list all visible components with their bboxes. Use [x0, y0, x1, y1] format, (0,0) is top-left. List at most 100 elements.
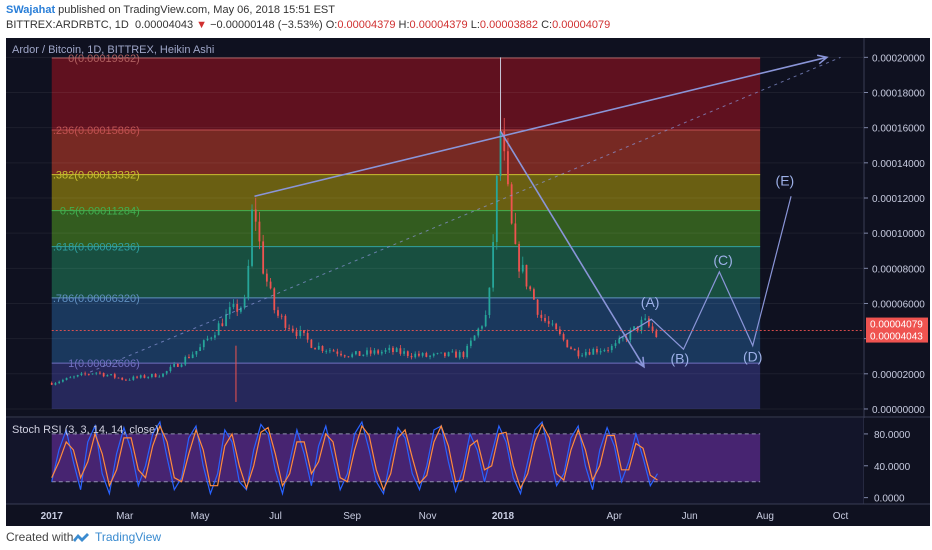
candle-body	[269, 281, 272, 289]
candle-body	[633, 326, 635, 330]
candle-body	[418, 353, 420, 356]
candle-body	[462, 352, 465, 358]
candle-body	[399, 348, 402, 354]
candle-body	[573, 348, 576, 351]
candle-body	[106, 375, 109, 377]
candle-body	[284, 315, 287, 328]
candle-body	[495, 175, 498, 243]
candle-body	[599, 351, 602, 353]
tradingview-brand-link[interactable]: TradingView	[95, 530, 162, 544]
candle-body	[362, 354, 365, 356]
wave-label: (B)	[670, 350, 689, 366]
price-tick-label: 0.00006000	[872, 299, 925, 310]
footer: Created with TradingView	[0, 526, 932, 550]
price-tick-label: 0.00014000	[872, 159, 925, 170]
stoch-rsi-pane[interactable]: 80.0000 40.0000 0.0000	[51, 418, 930, 505]
candle-body	[191, 354, 194, 359]
tradingview-logo-icon[interactable]	[72, 531, 90, 543]
candle-body	[644, 318, 647, 320]
price-tick-label: 0.00000000	[872, 405, 925, 416]
candle-body	[366, 350, 368, 355]
candle-body	[607, 350, 609, 351]
time-tick-label: Oct	[833, 511, 849, 522]
candle-body	[421, 353, 424, 356]
trend-line	[254, 56, 828, 198]
fib-zone	[51, 174, 761, 211]
candle-body	[529, 286, 532, 290]
candle-body	[655, 331, 658, 337]
candle-body	[295, 331, 298, 336]
candle-body	[199, 347, 202, 351]
candle-body	[162, 373, 164, 377]
candle-body	[306, 332, 309, 340]
candle-body	[492, 242, 495, 288]
candle-body	[622, 337, 624, 339]
candle-body	[481, 326, 483, 329]
fib-level-label: .382(0.00013332)	[53, 170, 140, 182]
wave-labels[interactable]: (A) (B) (C) (D) (E)	[641, 173, 794, 367]
candle-body	[58, 381, 61, 384]
candle-body	[336, 351, 339, 354]
candle-body	[647, 318, 650, 327]
candle-body	[325, 350, 328, 352]
candle-body	[247, 265, 250, 299]
wave-label: (D)	[743, 348, 762, 364]
fib-zone	[51, 130, 761, 175]
candle-body	[314, 347, 316, 350]
stoch-tick-label: 40.0000	[874, 462, 911, 473]
candle-body	[558, 329, 561, 335]
chart-area[interactable]: 0(0.00019962) .236(0.00015866) .382(0.0001…	[6, 38, 930, 526]
candle-body	[507, 151, 509, 185]
candle-body	[588, 352, 591, 355]
stoch-title: Stoch RSI (3, 3, 14, 14, close)	[12, 424, 159, 436]
candle-body	[143, 375, 146, 378]
candle-body	[221, 323, 224, 327]
high-label: H:	[398, 19, 410, 31]
candle-body	[329, 350, 331, 352]
candle-body	[165, 371, 168, 374]
fib-zones	[51, 58, 761, 409]
price-tick-label: 0.00010000	[872, 229, 925, 240]
candle-body	[214, 335, 216, 338]
candle-body	[147, 376, 150, 378]
close-value: 0.00004079	[552, 19, 611, 31]
price-tick-label: 0.00012000	[872, 194, 925, 205]
candle-body	[540, 314, 543, 318]
candle-body	[121, 377, 124, 380]
time-tick-label: Jun	[682, 511, 698, 522]
drawings[interactable]	[89, 54, 841, 373]
candle-body	[458, 352, 461, 358]
chart-canvas[interactable]: 0(0.00019962) .236(0.00015866) .382(0.0001…	[6, 38, 930, 526]
fib-level-label: 0.5(0.00011284)	[60, 206, 140, 218]
time-axis[interactable]: 2017 Mar May Jul Sep Nov 2018 Apr Jun Aug Oct	[6, 503, 930, 526]
candle-body	[440, 352, 443, 354]
candle-body	[562, 334, 565, 340]
candle-body	[503, 131, 506, 152]
price-tick-label: 0.00008000	[872, 264, 925, 275]
time-tick-label: 2017	[41, 511, 64, 522]
candle-body	[228, 307, 231, 315]
candle-body	[443, 352, 446, 357]
candle-body	[536, 299, 539, 315]
candle-body	[406, 351, 409, 356]
candle-body	[525, 264, 528, 287]
candle-body	[429, 355, 431, 357]
candle-body	[388, 347, 391, 351]
candle-body	[87, 374, 90, 375]
low-label: L:	[470, 19, 480, 31]
candle-body	[128, 379, 131, 381]
author-link[interactable]: SWajahat	[6, 4, 56, 16]
candle-body	[555, 323, 558, 330]
candle-body	[117, 377, 120, 379]
candle-body	[410, 355, 413, 358]
candle-body	[132, 376, 135, 380]
time-axis-bg	[6, 504, 930, 526]
last-price: 0.00004043	[134, 19, 194, 31]
symbol-name[interactable]: BITTREX:ARDRBTC, 1D	[6, 19, 129, 31]
candle-body	[484, 315, 487, 327]
time-tick-label: Apr	[606, 511, 622, 522]
candles[interactable]	[50, 117, 658, 402]
candle-body	[288, 327, 291, 329]
candle-body	[225, 314, 227, 327]
candle-body	[477, 328, 480, 336]
